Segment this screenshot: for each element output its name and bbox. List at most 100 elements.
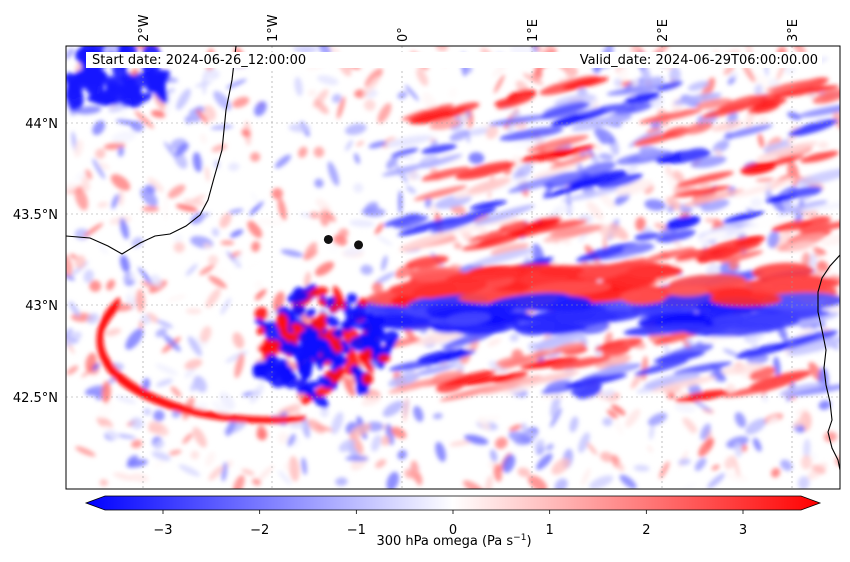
field-blob — [167, 294, 187, 302]
field-blob — [375, 459, 387, 469]
field-blob — [249, 383, 265, 404]
field-blob — [787, 336, 840, 356]
field-blob — [517, 467, 531, 478]
field-blob — [205, 451, 216, 467]
field-blob — [492, 371, 529, 384]
colorbar: −3 −2 −1 0 1 2 3 300 hPa omega (Pa s−1) — [84, 495, 822, 549]
field-blob — [287, 433, 297, 447]
field-blob — [633, 464, 650, 472]
field-blob — [496, 96, 533, 110]
field-blob — [812, 88, 840, 104]
field-blob — [382, 400, 404, 417]
field-blob — [701, 101, 758, 119]
field-blob — [232, 332, 245, 349]
field-blob — [823, 431, 838, 443]
field-blob — [668, 273, 746, 291]
field-blob — [467, 177, 512, 194]
field-blob — [284, 461, 290, 471]
field-blob — [672, 170, 685, 184]
field-blob — [254, 288, 267, 301]
field-blob — [402, 397, 409, 423]
field-blob — [349, 219, 375, 228]
field-blob — [816, 260, 829, 274]
field-blob — [66, 272, 75, 281]
field-blob — [263, 353, 276, 370]
field-blob — [142, 205, 160, 212]
field-blob — [309, 286, 329, 297]
field-blob — [767, 230, 780, 249]
field-blob — [586, 201, 604, 221]
colorbar-ticks: −3 −2 −1 0 1 2 3 — [153, 510, 747, 538]
field-blob — [732, 213, 794, 235]
field-blob — [145, 312, 159, 323]
colorbar-tick-label: 3 — [739, 523, 747, 538]
field-blob — [305, 308, 316, 318]
field-blob — [250, 152, 261, 162]
field-blob — [102, 46, 121, 52]
field-blob — [178, 464, 201, 477]
field-blob — [508, 424, 522, 432]
lon-tick-label: 1°E — [526, 19, 541, 42]
field-blob — [117, 146, 125, 157]
field-blob — [576, 242, 638, 263]
field-blob — [189, 378, 201, 392]
field-blob — [709, 292, 782, 307]
field-blob — [325, 336, 344, 353]
field-blob — [292, 46, 319, 52]
field-blob — [690, 398, 712, 412]
field-blob — [468, 229, 509, 242]
field-blob — [228, 208, 244, 214]
field-blob — [734, 412, 747, 428]
field-blob — [550, 393, 561, 418]
field-blob — [752, 437, 762, 452]
field-blob — [173, 241, 185, 253]
field-blob — [665, 215, 701, 230]
field-blob — [203, 68, 220, 80]
field-blob — [73, 71, 88, 91]
field-blob — [797, 475, 810, 489]
field-blob — [549, 224, 602, 238]
field-blob — [798, 216, 832, 232]
field-blob — [711, 312, 800, 330]
field-blob — [752, 97, 787, 112]
field-blob — [83, 269, 94, 283]
field-blob — [599, 451, 614, 463]
field-blob — [540, 102, 591, 120]
field-blob — [81, 176, 91, 192]
field-blob — [669, 66, 681, 85]
field-blob — [682, 417, 698, 433]
field-blob — [304, 271, 311, 288]
field-blob — [727, 76, 736, 85]
field-blob — [345, 139, 353, 152]
field-blob — [349, 423, 372, 438]
date-header: Start date: 2024-06-26_12:00:00 Valid_da… — [86, 52, 822, 68]
start-date-label: Start date: 2024-06-26_12:00:00 — [92, 53, 306, 68]
field-blob — [722, 382, 789, 398]
field-blob — [568, 170, 628, 189]
field-blob — [773, 330, 838, 351]
colorbar-tick-label: 0 — [449, 523, 457, 538]
field-blob — [732, 178, 797, 198]
field-blob — [280, 249, 304, 258]
field-blob — [97, 242, 109, 255]
field-blob — [724, 455, 736, 470]
field-blob — [232, 96, 250, 108]
field-blob — [362, 76, 381, 96]
field-blob — [111, 193, 120, 209]
field-blob — [643, 372, 701, 390]
field-blob — [481, 375, 542, 394]
field-blob — [706, 263, 720, 276]
field-blob — [94, 148, 106, 159]
field-blob — [135, 288, 145, 313]
field-blob — [619, 474, 637, 489]
field-blob — [617, 66, 629, 81]
field-blob — [656, 80, 683, 92]
field-blob — [474, 204, 535, 226]
field-blob — [517, 371, 580, 386]
field-blob — [257, 340, 282, 353]
field-blob — [735, 343, 789, 359]
field-blob — [374, 315, 386, 327]
field-blob — [647, 445, 653, 453]
field-blob — [115, 394, 137, 405]
field-blob — [84, 79, 104, 99]
